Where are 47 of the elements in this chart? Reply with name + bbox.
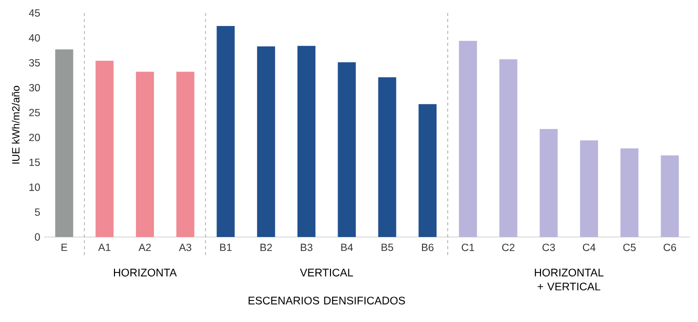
x-tick-label: B1	[220, 244, 232, 251]
bar	[216, 26, 235, 237]
x-tick-label: C5	[623, 244, 636, 252]
text: VERTICAL	[300, 268, 353, 276]
text: ESCENARIOS DENSIFICADOS	[248, 296, 405, 304]
x-tick-label: B2	[260, 244, 272, 251]
y-tick-label: 45	[28, 9, 40, 17]
x-tick-label: B6	[422, 244, 434, 252]
x-tick-label: C3	[542, 244, 555, 252]
x-tick-label: B4	[341, 244, 353, 251]
y-tick-label: 40	[28, 34, 40, 42]
y-tick-label: 10	[29, 184, 40, 191]
bar	[458, 40, 477, 237]
y-tick-label: 20	[29, 134, 40, 142]
bar	[499, 59, 518, 237]
y-tick-label: 5	[34, 208, 40, 216]
x-tick-label: E	[62, 244, 68, 251]
x-tick-label: C2	[502, 244, 514, 252]
x-tick-label: C4	[582, 244, 596, 252]
text: HORIZONTA	[114, 268, 177, 276]
bar	[96, 60, 114, 237]
x-tick-label: A1	[98, 244, 110, 251]
bar	[136, 72, 154, 237]
bar	[338, 62, 356, 237]
x-tick-label: C1	[462, 244, 474, 252]
x-tick-label: C6	[664, 244, 676, 252]
y-axis-title: IUE kWh/m2/año	[12, 86, 20, 164]
y-tick-label: 35	[29, 59, 40, 66]
bar	[540, 128, 558, 237]
bar	[257, 46, 276, 237]
bar	[297, 46, 316, 237]
bar	[660, 155, 679, 237]
bar	[580, 140, 598, 237]
x-tick-label: A2	[138, 244, 151, 251]
y-tick-label: 15	[29, 158, 40, 166]
x-tick-label: B3	[300, 244, 312, 252]
text: HORIZONTAL + VERTICAL	[534, 268, 604, 290]
bar	[176, 72, 194, 237]
bar	[378, 77, 396, 237]
x-tick-label: A3	[178, 244, 192, 252]
y-tick-label: 25	[29, 108, 40, 116]
x-tick-label: B5	[382, 244, 394, 251]
y-tick-label: 30	[29, 84, 40, 92]
bar	[418, 104, 437, 237]
bar	[620, 148, 638, 237]
bar	[55, 49, 74, 237]
y-tick-label: 0	[34, 233, 40, 241]
